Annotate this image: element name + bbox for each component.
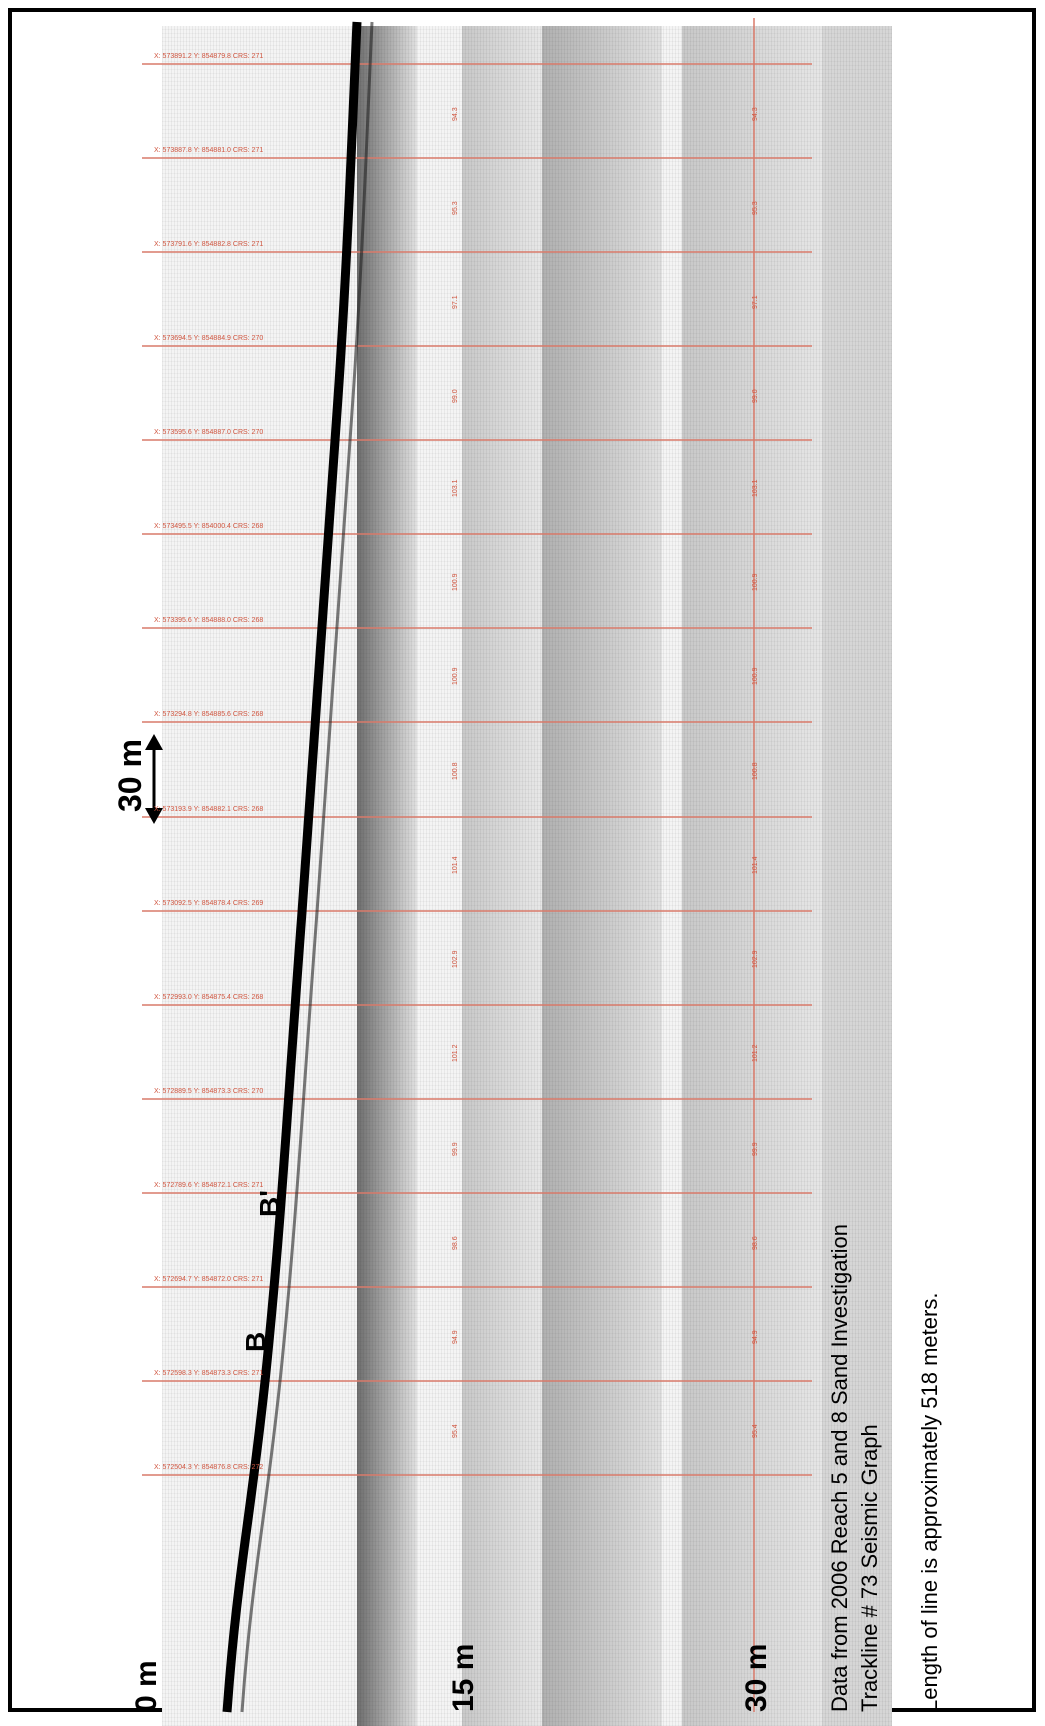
segment-label-mid: 95.3 (452, 201, 459, 215)
segment-label-mid: 100.8 (452, 762, 459, 780)
fix-label: X: 573887.8 Y: 854881.0 CRS: 271 (154, 147, 264, 154)
segment-label-deep: 100.8 (752, 762, 759, 780)
segment-label-mid: 101.2 (452, 1044, 459, 1062)
segment-label-mid: 103.1 (452, 479, 459, 497)
segment-label-mid: 101.4 (452, 856, 459, 874)
segment-label-deep: 97.1 (752, 295, 759, 309)
segment-label-mid: 94.3 (452, 107, 459, 121)
segment-label-mid: 100.9 (452, 667, 459, 685)
segment-label-deep: 98.6 (752, 1236, 759, 1250)
segment-label-mid: 100.9 (452, 573, 459, 591)
depth-label-0m: 0 m (130, 1660, 163, 1712)
caption-line-3: Length of line is approximately 518 mete… (917, 1292, 942, 1712)
fix-label: X: 573495.5 Y: 854000.4 CRS: 268 (154, 523, 264, 530)
segment-label-deep: 95.3 (752, 201, 759, 215)
scale-arrow (145, 734, 163, 824)
fix-lines (142, 18, 812, 1712)
fix-label: X: 572694.7 Y: 854872.0 CRS: 271 (154, 1276, 264, 1283)
fix-label: X: 573694.5 Y: 854884.9 CRS: 270 (154, 335, 264, 342)
segment-label-mid: 95.4 (452, 1424, 459, 1438)
segment-label-deep: 94.3 (752, 107, 759, 121)
seabed-line (222, 21, 362, 1713)
seabed-reflector (357, 26, 417, 1726)
fix-label: X: 573294.8 Y: 854885.6 CRS: 268 (154, 711, 264, 718)
segment-label-deep: 101.2 (752, 1044, 759, 1062)
fix-label: X: 572598.3 Y: 854873.3 CRS: 271 (154, 1370, 264, 1377)
segment-label-deep: 99.0 (752, 389, 759, 403)
depth-label-30m: 30 m (740, 1643, 773, 1712)
segment-label-deep: 94.9 (752, 1330, 759, 1344)
fix-label: X: 572504.3 Y: 854876.8 CRS: 272 (154, 1464, 264, 1471)
depth-label-15m: 15 m (447, 1643, 480, 1712)
fix-label: X: 573595.6 Y: 854887.0 CRS: 270 (154, 429, 264, 436)
fix-label: X: 572993.0 Y: 854875.4 CRS: 268 (154, 994, 264, 1001)
segment-label-deep: 95.4 (752, 1424, 759, 1438)
segment-label-deep: 101.4 (752, 856, 759, 874)
segment-label-deep: 100.9 (752, 573, 759, 591)
subbottom-band-4 (822, 26, 892, 1726)
fix-label: X: 573791.6 Y: 854882.8 CRS: 271 (154, 241, 264, 248)
subbottom-band-2 (542, 26, 662, 1726)
segment-label-mid: 94.9 (452, 1330, 459, 1344)
fix-label: X: 573891.2 Y: 854879.8 CRS: 271 (154, 53, 264, 60)
scale-label: 30 m (112, 739, 148, 812)
subbottom-band-1 (462, 26, 542, 1726)
caption-line-2: Trackline # 73 Seismic Graph (857, 1424, 882, 1712)
profile-overlay (142, 18, 812, 1713)
segment-label-mid: 99.0 (452, 389, 459, 403)
seismic-profile (162, 26, 892, 1726)
caption-line-1: Data from 2006 Reach 5 and 8 Sand Invest… (827, 1224, 852, 1712)
fix-label: X: 573193.9 Y: 854882.1 CRS: 268 (154, 806, 264, 813)
segment-label-deep: 100.9 (752, 667, 759, 685)
subbottom-band-3 (682, 26, 822, 1726)
fix-label: X: 572889.5 Y: 854873.3 CRS: 270 (154, 1088, 264, 1095)
segment-label-mid: 97.1 (452, 295, 459, 309)
seabed-echo (240, 21, 374, 1713)
marker-b: B (240, 1331, 271, 1352)
figure-frame: 30 m 0 m 15 m 30 m B B' Data from 2006 R… (8, 8, 1036, 1726)
segment-label-deep: 102.9 (752, 950, 759, 968)
fix-label: X: 572789.6 Y: 854872.1 CRS: 271 (154, 1182, 264, 1189)
segment-label-mid: 99.9 (452, 1142, 459, 1156)
fix-label: X: 573395.6 Y: 854888.0 CRS: 268 (154, 617, 264, 624)
segment-label-mid: 98.6 (452, 1236, 459, 1250)
marker-b-prime: B' (254, 1190, 285, 1217)
profile-texture (162, 26, 892, 1726)
segment-label-mid: 102.9 (452, 950, 459, 968)
segment-label-deep: 99.9 (752, 1142, 759, 1156)
segment-label-deep: 103.1 (752, 479, 759, 497)
fix-label: X: 573092.5 Y: 854878.4 CRS: 269 (154, 900, 264, 907)
